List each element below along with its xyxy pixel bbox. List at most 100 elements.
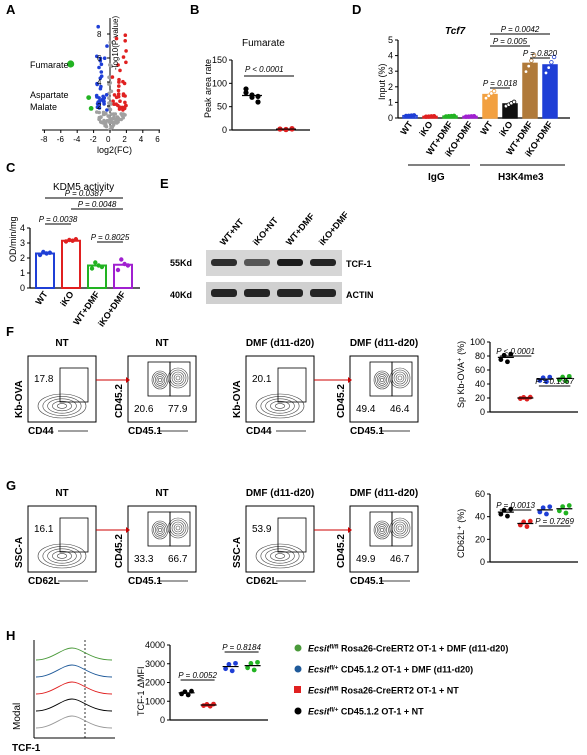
contour — [389, 517, 411, 539]
contour — [151, 520, 169, 540]
flow-gate-value: 53.9 — [252, 524, 272, 535]
panel-h-summary-point — [233, 660, 238, 666]
volcano-point — [98, 116, 102, 120]
panel-a-xlabel: log2(FC) — [97, 145, 132, 155]
panel-f-summary-point — [527, 394, 533, 400]
panel-c-point — [73, 237, 79, 242]
volcano-point — [103, 123, 107, 128]
panel-h-summary-ytick: 4000 — [145, 640, 165, 650]
flow-gate — [391, 361, 413, 397]
panel-c-xtick: iKO — [58, 289, 75, 308]
panel-c-bar — [35, 252, 55, 289]
group-label-igg: IgG — [428, 172, 445, 183]
contour — [274, 553, 286, 559]
flow-plot-ylabel: SSC-A — [14, 537, 25, 568]
label-fumarate: Fumarate — [30, 60, 69, 70]
volcano-xtick: -4 — [73, 135, 81, 144]
panel-c-xtick: WT — [33, 289, 50, 307]
lane-label: WT+DMF — [284, 211, 317, 247]
panel-f-summary-ytick: 40 — [475, 379, 485, 389]
volcano-point — [116, 120, 120, 124]
panel-c-ylabel: OD/min/mg — [8, 216, 18, 262]
flow-plot-title: NT — [155, 488, 168, 499]
volcano-point — [115, 115, 120, 119]
flow-gate — [169, 511, 191, 547]
panel-b-point — [243, 90, 249, 96]
panel-g-summary-ytick: 40 — [475, 512, 485, 522]
panel-f-summary-point — [498, 357, 504, 362]
flow-plot-ylabel: CD45.2 — [336, 534, 347, 568]
volcano-xtick: 0 — [106, 135, 111, 144]
flow-plot-title: DMF (d11-d20) — [350, 338, 418, 349]
western-blot: WT+NT iKO+NT WT+DMF iKO+DMF — [206, 209, 351, 304]
volcano-point — [109, 102, 114, 106]
panel-d-point — [483, 95, 489, 101]
panel-d-ytick: 2 — [388, 82, 393, 92]
panel-c-pvalue: P = 0.0038 — [39, 215, 78, 224]
panel-d-xtick: iKO — [417, 119, 434, 138]
contour — [56, 403, 68, 409]
volcano-point — [95, 54, 99, 59]
flow-plot-frame — [349, 505, 419, 573]
volcano-point — [116, 92, 121, 96]
volcano-xtick: 6 — [155, 135, 160, 144]
flow-plot-frame — [245, 505, 315, 573]
panel-h-summary-point — [223, 666, 229, 672]
panel-g-summary-point — [560, 504, 566, 510]
volcano-point — [108, 63, 112, 67]
volcano-point-aspartate — [86, 95, 92, 100]
contour — [395, 523, 405, 533]
legend-entry: Ecsitfl/+ CD45.1.2 OT-1 + DMF (d11-d20) — [308, 665, 473, 675]
panel-d-point — [486, 93, 491, 98]
contour — [151, 370, 169, 390]
contour — [393, 371, 407, 385]
panel-h-summary-point — [226, 662, 232, 667]
panel-b-pvalue: P < 0.0001 — [245, 65, 284, 74]
volcano-point — [106, 114, 110, 118]
contour — [154, 524, 166, 536]
contour — [373, 370, 391, 390]
flow-plot-title: NT — [55, 488, 68, 499]
panel-c-point — [37, 252, 43, 258]
panel-d-xtick: WT — [398, 119, 415, 137]
flow-gate — [369, 361, 393, 397]
volcano-point — [122, 106, 127, 111]
lane-label: iKO+DMF — [317, 209, 351, 247]
panel-d-bar — [522, 62, 538, 119]
volcano-point — [105, 44, 109, 48]
contour — [265, 548, 295, 564]
panel-c-pvalue: P = 0.8025 — [91, 233, 130, 242]
volcano-point — [112, 115, 116, 119]
contour — [156, 376, 164, 384]
flow-plot-title: NT — [55, 338, 68, 349]
panel-d-point — [471, 114, 477, 119]
panel-f-summary-point — [547, 374, 553, 380]
contour — [171, 521, 185, 535]
contour — [52, 400, 72, 412]
group-label-h3k4me3: H3K4me3 — [498, 172, 544, 183]
panel-f-label: F — [6, 324, 14, 339]
contour — [153, 372, 167, 388]
panel-b-ytick: 0 — [222, 125, 227, 135]
volcano-point — [114, 95, 119, 100]
flow-gate-value: 46.4 — [390, 404, 410, 415]
volcano-xtick: 4 — [139, 135, 144, 144]
volcano-point — [111, 99, 115, 103]
volcano-point — [121, 55, 126, 59]
legend-entry: Ecsitfl/+ CD45.1.2 OT-1 + NT — [308, 707, 424, 717]
panel-h-summary-pvalue: P = 0.8184 — [222, 643, 261, 652]
panel-c-point — [99, 264, 105, 270]
panel-h-summary-ytick: 3000 — [145, 659, 165, 669]
volcano-point — [114, 36, 119, 41]
contour — [376, 374, 388, 386]
contour — [171, 371, 185, 385]
panel-c-title: KDM5 activity — [53, 182, 114, 193]
panel-d-point — [549, 60, 554, 65]
panel-b-ytick: 150 — [212, 55, 227, 65]
panel-c-ytick: 2 — [20, 253, 25, 263]
contour — [373, 520, 391, 540]
panel-g-summary-pvalue: P = 0.7269 — [535, 517, 574, 526]
contour — [375, 522, 389, 538]
contour — [391, 519, 409, 537]
